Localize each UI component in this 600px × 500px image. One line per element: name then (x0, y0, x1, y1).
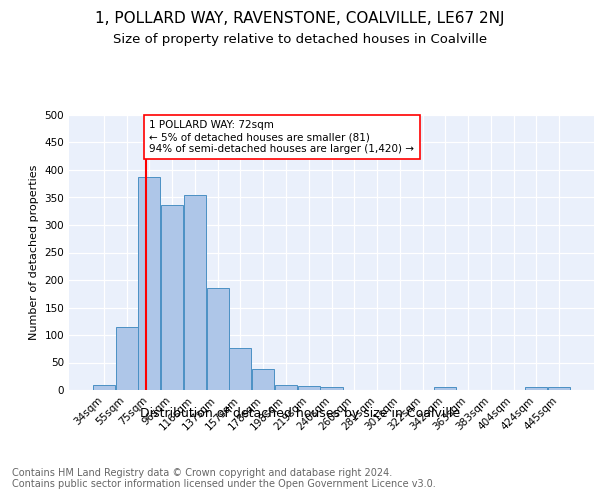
Text: 1, POLLARD WAY, RAVENSTONE, COALVILLE, LE67 2NJ: 1, POLLARD WAY, RAVENSTONE, COALVILLE, L… (95, 11, 505, 26)
Bar (320, 387, 343, 390)
Text: 1 POLLARD WAY: 72sqm
← 5% of detached houses are smaller (81)
94% of semi-detach: 1 POLLARD WAY: 72sqm ← 5% of detached ho… (149, 120, 415, 154)
Bar (93, 384, 115, 390)
Text: Contains HM Land Registry data © Crown copyright and database right 2024.
Contai: Contains HM Land Registry data © Crown c… (12, 468, 436, 489)
Bar (184, 196, 206, 390)
Bar (252, 369, 274, 390)
Bar (161, 205, 183, 390)
Bar (434, 387, 457, 390)
Bar (229, 348, 251, 390)
Text: Size of property relative to detached houses in Coalville: Size of property relative to detached ho… (113, 32, 487, 46)
Bar (206, 288, 229, 390)
Bar (275, 384, 297, 390)
Bar (139, 176, 160, 390)
Bar (298, 386, 320, 390)
Bar (548, 387, 570, 390)
Text: Distribution of detached houses by size in Coalville: Distribution of detached houses by size … (140, 408, 460, 420)
Y-axis label: Number of detached properties: Number of detached properties (29, 165, 39, 340)
Bar (116, 327, 138, 390)
Bar (525, 387, 547, 390)
